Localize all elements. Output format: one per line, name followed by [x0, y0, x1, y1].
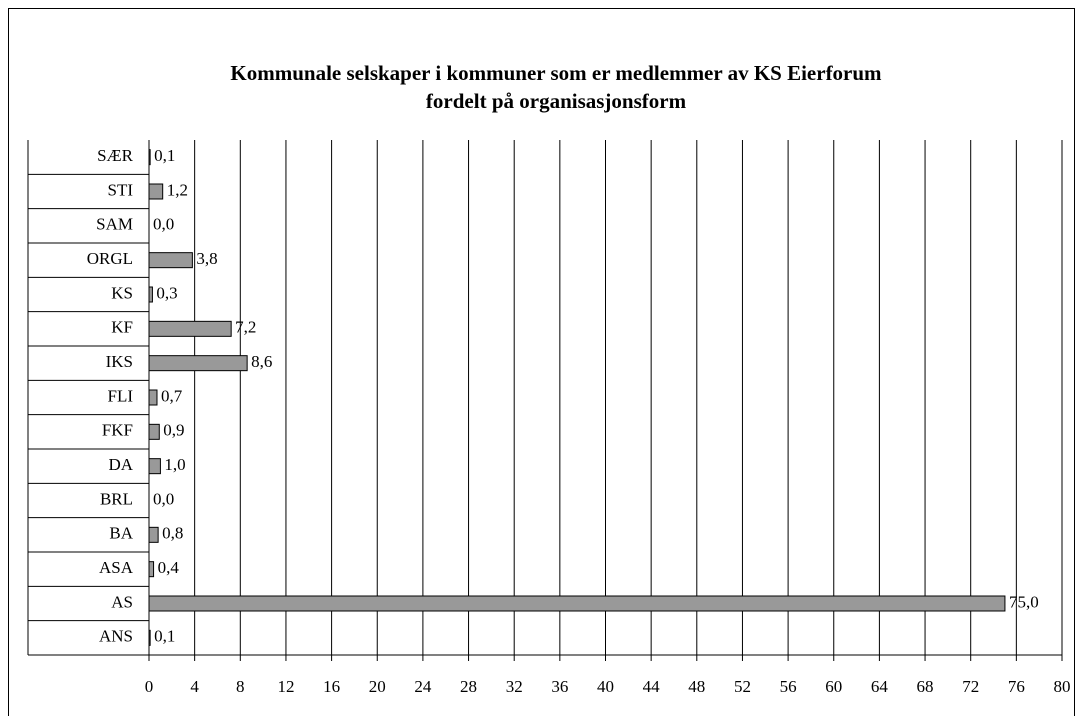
- x-tick-label: 64: [871, 677, 889, 696]
- x-tick-label: 60: [825, 677, 842, 696]
- data-label: 1,0: [164, 455, 185, 474]
- x-tick-label: 4: [190, 677, 199, 696]
- data-label: 1,2: [167, 180, 188, 199]
- x-tick-label: 12: [277, 677, 294, 696]
- data-label: 0,9: [163, 421, 184, 440]
- y-tick-label: ASA: [99, 558, 134, 577]
- y-tick-label: DA: [108, 455, 133, 474]
- data-label: 3,8: [196, 249, 217, 268]
- bar: [148, 595, 1006, 612]
- y-tick-label: KS: [111, 283, 133, 302]
- y-tick-label: AS: [111, 592, 133, 611]
- x-tick-label: 48: [688, 677, 705, 696]
- bar: [148, 252, 193, 269]
- x-tick-label: 40: [597, 677, 614, 696]
- bar: [148, 149, 151, 166]
- bar: [148, 355, 248, 372]
- y-tick-label: ANS: [99, 627, 133, 646]
- bar: [148, 286, 153, 303]
- x-tick-label: 32: [506, 677, 523, 696]
- x-tick-label: 68: [917, 677, 934, 696]
- y-tick-label: ORGL: [87, 249, 133, 268]
- bar: [148, 629, 151, 646]
- y-tick-label: FKF: [102, 421, 133, 440]
- bar: [148, 423, 160, 440]
- y-tick-label: SÆR: [97, 146, 134, 165]
- x-tick-label: 28: [460, 677, 477, 696]
- bar: [148, 561, 155, 578]
- data-label: 0,8: [162, 524, 183, 543]
- y-tick-label: STI: [108, 180, 134, 199]
- chart-border: [8, 8, 1075, 716]
- bar: [148, 320, 232, 337]
- data-label: 7,2: [235, 318, 256, 337]
- x-tick-label: 76: [1008, 677, 1025, 696]
- x-tick-label: 52: [734, 677, 751, 696]
- data-label: 0,0: [153, 489, 174, 508]
- chart-title: fordelt på organisasjonsform: [426, 89, 687, 113]
- y-tick-label: KF: [111, 318, 133, 337]
- x-tick-label: 44: [643, 677, 661, 696]
- y-tick-label: BRL: [100, 489, 133, 508]
- chart-title: Kommunale selskaper i kommuner som er me…: [230, 61, 882, 85]
- x-tick-label: 20: [369, 677, 386, 696]
- y-tick-label: FLI: [108, 386, 134, 405]
- data-label: 8,6: [251, 352, 272, 371]
- bar: [148, 458, 161, 475]
- data-label: 0,4: [158, 558, 180, 577]
- x-tick-label: 36: [551, 677, 568, 696]
- data-label: 75,0: [1009, 592, 1039, 611]
- x-tick-label: 72: [962, 677, 979, 696]
- x-tick-label: 56: [780, 677, 797, 696]
- y-tick-label: IKS: [106, 352, 133, 371]
- bar: [148, 183, 164, 200]
- data-label: 0,0: [153, 215, 174, 234]
- x-tick-label: 0: [145, 677, 154, 696]
- bar: [148, 389, 158, 406]
- data-label: 0,3: [156, 283, 177, 302]
- x-tick-label: 8: [236, 677, 245, 696]
- data-label: 0,1: [154, 146, 175, 165]
- x-tick-label: 16: [323, 677, 340, 696]
- bar: [148, 526, 159, 543]
- x-tick-label: 24: [414, 677, 432, 696]
- data-label: 0,7: [161, 386, 183, 405]
- y-tick-label: SAM: [96, 215, 133, 234]
- data-label: 0,1: [154, 627, 175, 646]
- x-tick-label: 80: [1054, 677, 1071, 696]
- y-tick-label: BA: [109, 524, 133, 543]
